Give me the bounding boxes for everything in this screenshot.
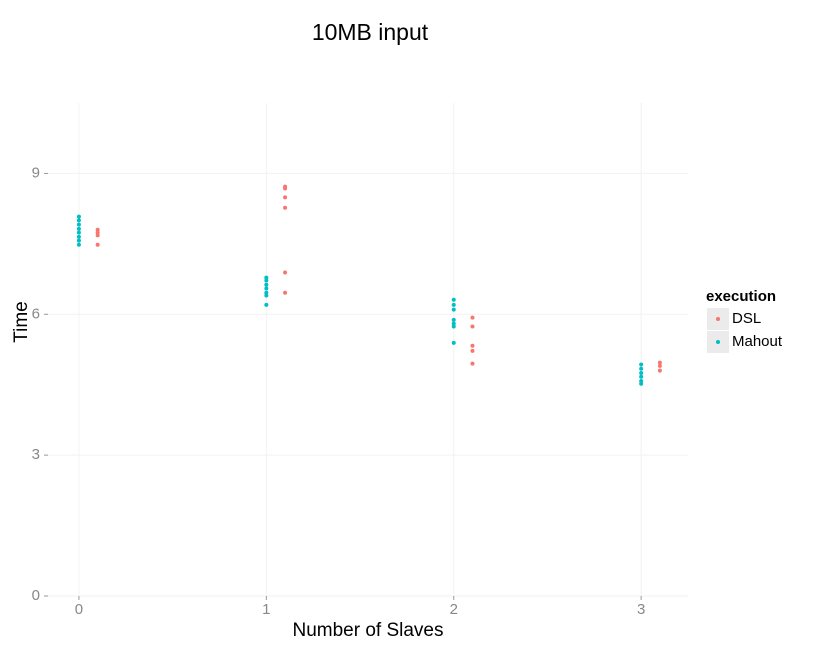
x-axis-label: Number of Slaves <box>292 620 443 641</box>
point <box>95 227 100 232</box>
point <box>639 366 644 371</box>
point <box>451 321 456 326</box>
legend-label: Mahout <box>732 333 783 350</box>
point <box>451 297 456 302</box>
point <box>657 360 662 365</box>
point <box>470 324 475 329</box>
point <box>639 381 644 386</box>
legend-label: DSL <box>732 310 761 327</box>
point <box>639 374 644 379</box>
point <box>639 362 644 367</box>
point <box>76 222 81 227</box>
point <box>470 348 475 353</box>
y-tick-label: 0 <box>32 587 40 604</box>
x-tick-label: 2 <box>450 601 458 618</box>
point <box>283 186 288 191</box>
x-tick-label: 3 <box>637 601 645 618</box>
point <box>451 317 456 322</box>
point <box>76 242 81 247</box>
point <box>283 195 288 200</box>
point <box>95 233 100 238</box>
point <box>76 226 81 231</box>
x-tick-label: 1 <box>262 601 270 618</box>
point <box>283 290 288 295</box>
point <box>264 286 269 291</box>
point <box>76 234 81 239</box>
chart-title: 10MB input <box>312 19 429 45</box>
point <box>451 302 456 307</box>
point <box>264 293 269 298</box>
point <box>470 361 475 366</box>
point <box>470 343 475 348</box>
point <box>283 270 288 275</box>
point <box>264 278 269 283</box>
y-tick-label: 3 <box>32 446 40 463</box>
y-axis-label: Time <box>11 301 32 343</box>
y-tick-label: 9 <box>32 164 40 181</box>
point <box>95 242 100 247</box>
point <box>451 340 456 345</box>
point <box>451 307 456 312</box>
point <box>264 282 269 287</box>
point <box>76 214 81 219</box>
point <box>470 315 475 320</box>
point <box>264 275 269 280</box>
point <box>283 205 288 210</box>
point <box>639 370 644 375</box>
point <box>76 218 81 223</box>
point <box>95 230 100 235</box>
point <box>76 230 81 235</box>
point <box>657 368 662 373</box>
legend-title: execution <box>706 288 776 305</box>
point <box>657 363 662 368</box>
point <box>264 290 269 295</box>
point <box>451 324 456 329</box>
legend-marker <box>716 317 720 321</box>
point <box>264 302 269 307</box>
legend-marker <box>716 340 720 344</box>
point <box>639 378 644 383</box>
x-tick-label: 0 <box>75 601 83 618</box>
point <box>76 238 81 243</box>
y-tick-label: 6 <box>32 305 40 322</box>
